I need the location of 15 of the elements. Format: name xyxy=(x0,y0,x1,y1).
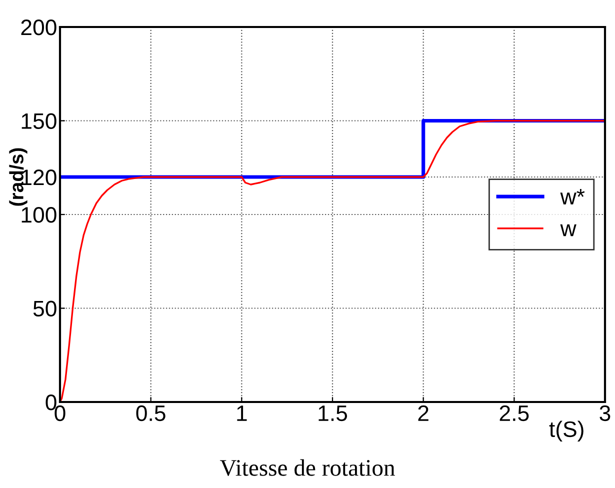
y-tick-label: 200 xyxy=(21,20,56,36)
x-tick-label: 3 xyxy=(600,405,610,422)
x-tick-label: 1.5 xyxy=(318,406,348,422)
x-tick-label: 1 xyxy=(237,406,247,421)
x-tick-label: 2.5 xyxy=(500,405,529,422)
legend-label: w xyxy=(560,224,576,236)
x-tick-label: 0.5 xyxy=(136,405,166,422)
y-tick-label: 150 xyxy=(22,113,56,130)
y-tick-label: 50 xyxy=(33,300,56,317)
y-tick-label: 100 xyxy=(22,207,56,223)
text: Vitesse de rotation xyxy=(220,459,395,476)
y-tick-label: 0 xyxy=(46,394,56,410)
x-tick-label: 2 xyxy=(418,405,428,421)
legend-label: w* xyxy=(560,189,585,204)
x-axis-title: t(S) xyxy=(549,420,584,442)
